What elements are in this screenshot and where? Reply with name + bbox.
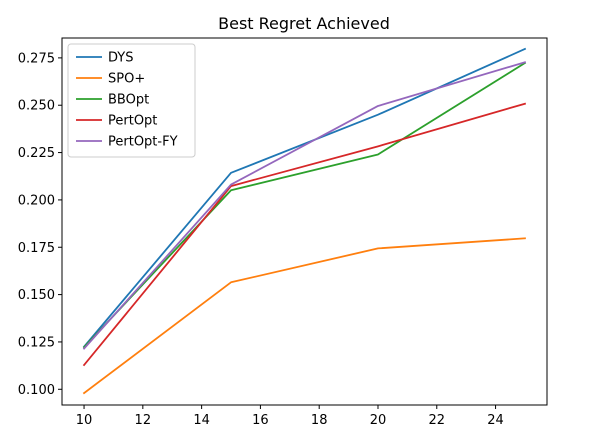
y-tick-label: 0.175 <box>18 241 55 256</box>
x-tick-label: 20 <box>370 413 387 428</box>
series-line-spo-plus <box>82 237 526 395</box>
legend-label: PertOpt <box>108 114 157 129</box>
series-line-pertopt <box>82 102 527 367</box>
legend: DYS SPO+ BBOpt PertOpt PertOpt-FY <box>67 43 196 158</box>
y-tick-label: 0.250 <box>18 99 55 114</box>
x-tick-label: 18 <box>311 413 328 428</box>
series-line-pertopt-fy <box>82 61 527 350</box>
series-layer <box>82 47 527 395</box>
y-tick-label: 0.275 <box>18 51 55 66</box>
legend-box <box>67 43 196 158</box>
legend-label: BBOpt <box>108 93 149 108</box>
y-tick-label: 0.150 <box>18 288 55 303</box>
y-tick-label: 0.100 <box>18 383 55 398</box>
x-tick-label: 10 <box>76 413 93 428</box>
x-axis: 10 12 14 16 18 20 22 24 <box>76 405 504 428</box>
x-tick-label: 14 <box>193 413 210 428</box>
y-axis: 0.100 0.125 0.150 0.175 0.200 0.225 0.250 0.275 <box>18 51 62 398</box>
y-tick-label: 0.125 <box>18 335 55 350</box>
x-tick-label: 24 <box>487 413 504 428</box>
x-tick-label: 12 <box>135 413 152 428</box>
x-tick-label: 22 <box>428 413 445 428</box>
plot-frame <box>61 37 548 406</box>
y-tick-label: 0.225 <box>18 146 55 161</box>
plot-area <box>61 37 548 406</box>
legend-label: DYS <box>108 51 134 66</box>
series-line-bbopt <box>82 61 527 349</box>
x-tick-label: 16 <box>252 413 269 428</box>
y-tick-label: 0.200 <box>18 193 55 208</box>
legend-label: PertOpt-FY <box>108 135 178 150</box>
chart-title: Best Regret Achieved <box>218 14 390 33</box>
series-line-dys <box>82 47 527 348</box>
legend-label: SPO+ <box>108 72 145 87</box>
